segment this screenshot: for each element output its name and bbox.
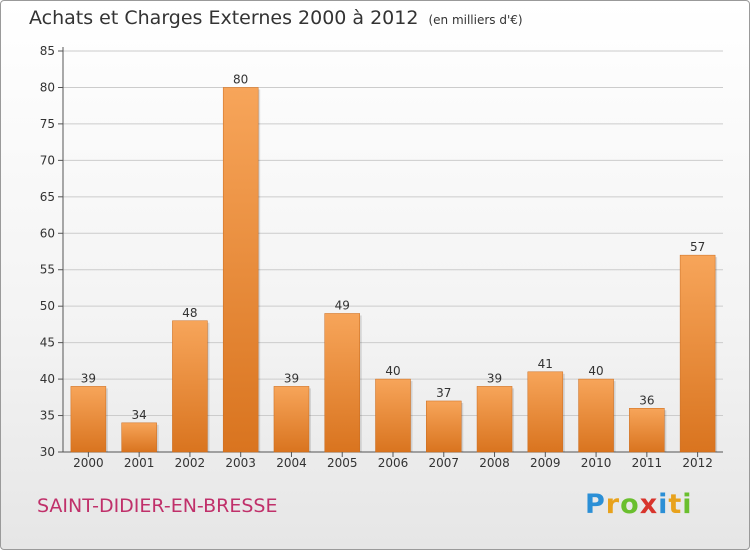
bar-value-label: 37 xyxy=(436,386,451,400)
y-tick-label: 65 xyxy=(40,190,55,204)
proxiti-logo: Proxiti xyxy=(585,489,693,520)
x-tick-label: 2009 xyxy=(530,456,561,470)
bar-value-label: 49 xyxy=(335,298,350,312)
x-tick-label: 2001 xyxy=(124,456,155,470)
bar xyxy=(172,320,208,453)
bar xyxy=(121,422,157,453)
logo-letter: i xyxy=(682,489,693,520)
y-tick-label: 45 xyxy=(40,336,55,350)
chart-unit: (en milliers d'€) xyxy=(428,13,523,27)
x-tick-label: 2000 xyxy=(73,456,104,470)
bar xyxy=(629,408,665,453)
logo-letter: o xyxy=(620,489,640,520)
x-tick-label: 2004 xyxy=(276,456,307,470)
bar-value-label: 80 xyxy=(233,72,248,86)
y-tick-label: 80 xyxy=(40,80,55,94)
bar-value-label: 34 xyxy=(132,408,147,422)
logo-letter: r xyxy=(605,489,621,520)
bar xyxy=(273,386,310,453)
commune-name: SAINT-DIDIER-EN-BRESSE xyxy=(37,495,278,517)
logo-letter: P xyxy=(585,489,606,520)
logo-letter: i xyxy=(658,489,669,520)
x-tick-label: 2011 xyxy=(632,456,663,470)
x-tick-label: 2012 xyxy=(682,456,713,470)
x-tick-label: 2003 xyxy=(225,456,256,470)
bar xyxy=(527,371,564,453)
bar-value-label: 39 xyxy=(81,371,96,385)
bar xyxy=(222,87,259,453)
bar-value-label: 40 xyxy=(385,364,400,378)
bar xyxy=(375,378,411,453)
x-tick-label: 2008 xyxy=(479,456,510,470)
bar xyxy=(324,313,360,453)
bar-value-label: 41 xyxy=(538,357,553,371)
y-tick-label: 55 xyxy=(40,263,55,277)
chart-title-text: Achats et Charges Externes 2000 à 2012 xyxy=(29,7,419,29)
bar-value-label: 48 xyxy=(182,306,197,320)
bar xyxy=(476,386,513,453)
bar-value-label: 39 xyxy=(487,371,502,385)
bar xyxy=(70,386,107,453)
bar xyxy=(679,254,716,453)
y-tick-label: 30 xyxy=(40,445,55,459)
logo-letter: x xyxy=(639,489,659,520)
x-tick-label: 2006 xyxy=(378,456,409,470)
y-tick-label: 60 xyxy=(40,226,55,240)
bar xyxy=(426,400,462,453)
y-tick-label: 75 xyxy=(40,117,55,131)
bar xyxy=(578,378,614,453)
bar-value-label: 57 xyxy=(690,240,705,254)
logo-letter: t xyxy=(668,489,683,520)
bar-value-label: 39 xyxy=(284,371,299,385)
chart-title: Achats et Charges Externes 2000 à 2012 (e… xyxy=(29,7,523,29)
x-tick-label: 2002 xyxy=(175,456,206,470)
y-tick-label: 40 xyxy=(40,372,55,386)
y-tick-label: 85 xyxy=(40,44,55,58)
x-tick-label: 2010 xyxy=(581,456,612,470)
x-tick-label: 2007 xyxy=(428,456,459,470)
y-tick-label: 50 xyxy=(40,299,55,313)
x-tick-label: 2005 xyxy=(327,456,358,470)
y-tick-label: 35 xyxy=(40,409,55,423)
bar-value-label: 40 xyxy=(588,364,603,378)
y-tick-label: 70 xyxy=(40,153,55,167)
bar-value-label: 36 xyxy=(639,393,654,407)
